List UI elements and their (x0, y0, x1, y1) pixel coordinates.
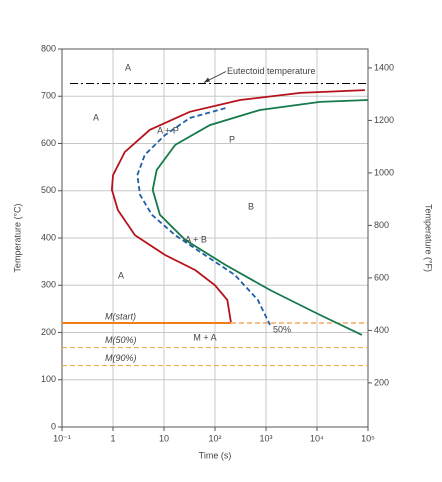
x-tick-label: 10⁴ (310, 433, 324, 443)
x-tick-label: 10² (208, 433, 221, 443)
region-label: A + P (157, 125, 179, 135)
plot-frame (61, 48, 369, 428)
y2-tick-label: 400 (374, 325, 389, 335)
region-label: A (125, 62, 131, 72)
region-label: A (93, 112, 99, 122)
hline-label: M(start) (105, 311, 136, 321)
x-tick-label: 1 (110, 433, 115, 443)
y-tick-label: 600 (41, 138, 56, 148)
transformation-curve (151, 99, 369, 336)
y-tick-label: 700 (41, 91, 56, 101)
y-tick-label: 200 (41, 327, 56, 337)
y2-tick-label: 1400 (374, 62, 394, 72)
region-label: 50% (273, 324, 291, 334)
region-label: B (248, 201, 254, 211)
x-axis-label: Time (s) (199, 450, 232, 460)
x-tick-label: 10³ (259, 433, 272, 443)
y2-tick-label: 600 (374, 272, 389, 282)
x-tick-label: 10⁵ (361, 433, 375, 443)
y-tick-label: 300 (41, 280, 56, 290)
region-label: M + A (193, 332, 216, 342)
y-tick-label: 0 (51, 421, 56, 431)
y2-tick-label: 200 (374, 377, 389, 387)
hline-label: M(50%) (105, 335, 137, 345)
y-tick-label: 800 (41, 43, 56, 53)
y2-axis-label: Temperature (°F) (424, 204, 434, 272)
y2-tick-label: 1200 (374, 115, 394, 125)
x-tick-label: 10 (159, 433, 169, 443)
region-label: P (229, 134, 235, 144)
y2-tick-label: 1000 (374, 167, 394, 177)
region-label: A (118, 270, 124, 280)
region-label: A + B (185, 234, 207, 244)
transformation-curve (110, 89, 365, 323)
y-tick-label: 100 (41, 374, 56, 384)
x-tick-label: 10⁻¹ (53, 433, 71, 443)
y-axis-label: Temperature (°C) (12, 203, 22, 272)
hline-label: Eutectoid temperature (227, 66, 316, 76)
y-tick-label: 400 (41, 232, 56, 242)
y-tick-label: 500 (41, 185, 56, 195)
y2-tick-label: 800 (374, 220, 389, 230)
transformation-curve (136, 107, 271, 326)
hline-label: M(90%) (105, 353, 137, 363)
annotation-arrowhead (204, 77, 210, 83)
